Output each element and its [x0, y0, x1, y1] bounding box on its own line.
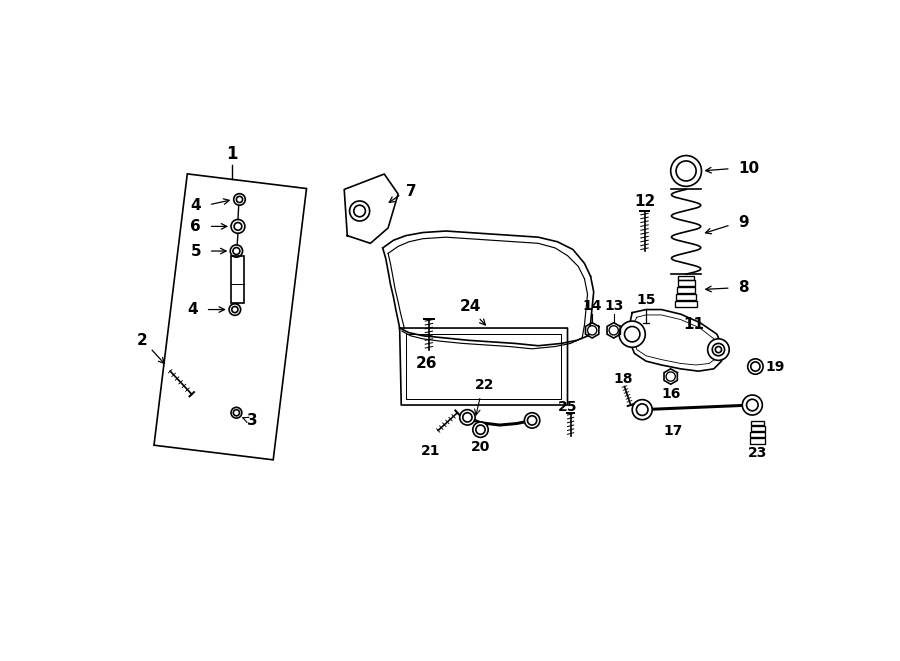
Bar: [677, 288, 696, 293]
Text: 8: 8: [738, 280, 749, 295]
Circle shape: [588, 326, 597, 335]
Text: 25: 25: [558, 401, 577, 414]
Text: 6: 6: [190, 219, 201, 234]
Circle shape: [231, 407, 242, 418]
Text: 19: 19: [765, 360, 785, 373]
Circle shape: [632, 400, 652, 420]
Circle shape: [670, 155, 701, 186]
Circle shape: [233, 410, 239, 416]
Circle shape: [712, 344, 724, 356]
Circle shape: [230, 304, 240, 315]
Bar: [751, 426, 765, 431]
Circle shape: [525, 412, 540, 428]
Text: 11: 11: [683, 317, 705, 332]
Circle shape: [463, 412, 472, 422]
Circle shape: [472, 422, 488, 438]
Bar: [675, 301, 697, 307]
Circle shape: [742, 395, 762, 415]
Bar: [676, 294, 696, 300]
Text: 1: 1: [226, 145, 238, 163]
Circle shape: [609, 326, 618, 335]
Circle shape: [716, 346, 722, 353]
Text: 17: 17: [663, 424, 683, 438]
Bar: [678, 280, 695, 286]
Circle shape: [349, 201, 370, 221]
Text: 22: 22: [474, 378, 494, 392]
Text: 16: 16: [661, 387, 680, 401]
Polygon shape: [344, 174, 398, 243]
Circle shape: [619, 321, 645, 347]
Circle shape: [231, 219, 245, 233]
Circle shape: [230, 245, 243, 257]
Circle shape: [746, 399, 758, 410]
Text: 24: 24: [460, 299, 482, 314]
Text: 3: 3: [248, 413, 257, 428]
Circle shape: [232, 307, 238, 313]
Bar: [752, 421, 764, 425]
Circle shape: [748, 359, 763, 374]
Circle shape: [354, 205, 365, 217]
Bar: [750, 438, 765, 444]
Circle shape: [233, 248, 240, 254]
Circle shape: [234, 223, 242, 230]
Text: 9: 9: [738, 215, 749, 230]
Circle shape: [234, 194, 246, 205]
Text: 5: 5: [191, 243, 201, 258]
Text: 20: 20: [471, 440, 491, 453]
Text: 10: 10: [738, 161, 760, 176]
Text: 4: 4: [187, 302, 198, 317]
Circle shape: [676, 161, 696, 181]
Text: 7: 7: [406, 184, 417, 199]
Bar: [231, 256, 244, 303]
Text: 13: 13: [604, 299, 624, 313]
Circle shape: [707, 339, 729, 360]
Text: 12: 12: [634, 194, 655, 210]
Text: 4: 4: [191, 198, 201, 213]
Text: 26: 26: [416, 356, 437, 371]
Circle shape: [476, 425, 485, 434]
Text: 23: 23: [748, 446, 768, 460]
Text: 18: 18: [613, 372, 633, 386]
Bar: [751, 432, 765, 438]
Circle shape: [460, 410, 475, 425]
Text: 14: 14: [582, 299, 602, 313]
Polygon shape: [629, 309, 723, 371]
Circle shape: [237, 196, 243, 202]
Circle shape: [636, 404, 648, 415]
Text: 2: 2: [136, 333, 147, 348]
Circle shape: [527, 416, 536, 425]
Text: 15: 15: [636, 293, 656, 307]
Circle shape: [625, 327, 640, 342]
Bar: [679, 276, 694, 280]
Circle shape: [751, 362, 760, 371]
Circle shape: [666, 372, 675, 381]
Text: 21: 21: [420, 444, 440, 457]
